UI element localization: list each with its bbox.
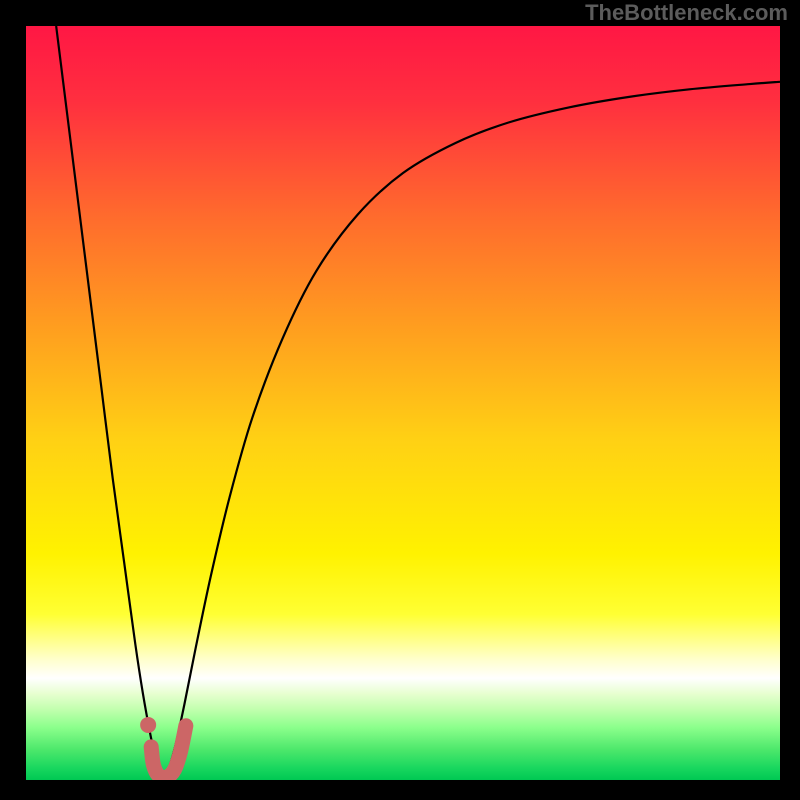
chart-container: TheBottleneck.com	[0, 0, 800, 800]
watermark-text: TheBottleneck.com	[585, 0, 788, 26]
plot-area	[26, 26, 780, 780]
chart-svg	[26, 26, 780, 780]
marker-dot	[140, 717, 156, 733]
